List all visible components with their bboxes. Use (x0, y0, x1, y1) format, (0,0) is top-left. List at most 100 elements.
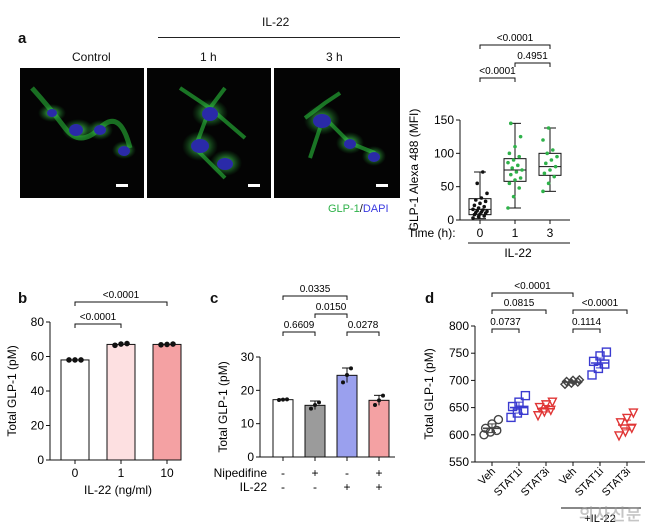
b-y-tick-label: 20 (31, 419, 45, 433)
a-data-point (518, 176, 523, 180)
b-x-tick-label: 1 (118, 466, 125, 480)
chart-b-bar: 0 20 40 60 80 Total GLP-1 (pM) 0 1 10 IL-22 (ng/m… (5, 290, 182, 497)
c-y-label: Total GLP-1 (pM) (216, 361, 230, 452)
panel-letter-d: d (425, 290, 435, 307)
d-data-point (621, 413, 633, 425)
a-data-point (549, 158, 554, 162)
b-data-point (66, 357, 72, 363)
a-x-label: Time (h): (408, 226, 456, 240)
a-y-tick-label: 100 (434, 146, 454, 160)
a-data-point (475, 181, 479, 186)
c-p-value: 0.0278 (348, 320, 379, 331)
d-comparison-bracket (572, 328, 601, 333)
a-data-point (541, 138, 545, 142)
a-data-point (511, 158, 516, 162)
c-row-label: IL-22 (240, 480, 268, 494)
micrograph-legend: GLP-1/DAPI (328, 203, 389, 215)
d-data-point (587, 370, 597, 380)
a-data-point (506, 160, 510, 165)
a-group-label: IL-22 (504, 246, 532, 260)
d-data-point (519, 405, 529, 416)
a-data-point (552, 174, 556, 179)
c-data-point (377, 398, 381, 403)
d-data-point (492, 425, 502, 436)
b-y-tick-label: 40 (31, 384, 45, 398)
b-y-tick-label: 80 (31, 315, 45, 329)
d-p-value: <0.0001 (514, 282, 551, 292)
c-data-point (281, 397, 285, 402)
a-data-point (511, 194, 516, 199)
a-x-tick-label: 0 (477, 226, 484, 240)
c-condition-sign: + (311, 466, 318, 480)
d-data-point (493, 414, 504, 425)
c-comparison-bracket (314, 313, 348, 318)
a-data-point (520, 168, 524, 172)
c-condition-sign: - (281, 480, 285, 494)
c-data-point (381, 393, 385, 398)
c-condition-sign: + (343, 480, 350, 494)
a-data-point (509, 121, 513, 126)
a-data-point (481, 170, 485, 174)
c-y-tick-label: 20 (241, 383, 255, 397)
a-data-point (541, 189, 545, 194)
a-data-point (475, 208, 479, 213)
a-data-point (545, 151, 549, 156)
b-data-point (124, 340, 130, 347)
a-data-point (482, 214, 486, 218)
a-y-tick-label: 150 (434, 113, 454, 127)
b-data-point (164, 341, 170, 348)
micrograph-3h (274, 68, 400, 198)
c-condition-sign: - (345, 466, 349, 480)
watermark-logo: 의사신문 (579, 507, 642, 524)
d-x-tick-label: Veh (476, 466, 498, 488)
a-p-value: <0.0001 (479, 66, 516, 77)
d-data-point (588, 356, 599, 367)
a-y-label: GLP-1 Alexa 488 (MFI) (407, 109, 421, 232)
d-x-tick-label: STAT3i (519, 466, 552, 499)
a-data-point (516, 163, 520, 168)
chart-a-boxplot: 0 50 100 150 GLP-1 Alexa 488 (MFI) 0 1 3 Time (h… (407, 33, 570, 260)
a-data-point (471, 216, 475, 220)
a-data-point (510, 166, 514, 170)
a-data-point (476, 206, 481, 210)
d-p-value: <0.0001 (582, 298, 619, 309)
micrograph-group-label: IL-22 (262, 15, 290, 29)
b-bar (60, 359, 90, 461)
c-data-point (373, 403, 377, 407)
c-bar (368, 399, 390, 458)
d-data-point (534, 402, 545, 414)
c-p-value: 0.0150 (316, 302, 347, 313)
a-data-point (506, 206, 510, 210)
d-data-point (600, 359, 610, 369)
b-p-value: <0.0001 (80, 312, 117, 323)
b-x-label: IL-22 (ng/ml) (84, 483, 152, 497)
a-data-point (553, 164, 558, 169)
c-y-tick-label: 10 (241, 417, 255, 431)
micrograph-control (20, 68, 144, 198)
c-data-point (341, 380, 345, 385)
c-data-point (345, 373, 349, 377)
d-x-tick-label: STAT1i (492, 466, 525, 499)
a-data-point (555, 154, 559, 159)
c-condition-sign: - (313, 480, 317, 494)
d-data-point (615, 418, 626, 429)
b-data-point (170, 341, 176, 347)
a-data-point (479, 196, 484, 200)
a-data-point (481, 208, 485, 212)
d-data-point (520, 390, 531, 401)
d-data-point (620, 427, 631, 438)
a-x-tick-label: 3 (547, 226, 554, 240)
d-p-value: 0.0815 (504, 298, 535, 309)
a-data-point (478, 201, 482, 206)
d-comparison-bracket (491, 309, 547, 314)
c-data-point (317, 400, 321, 405)
a-data-point (546, 181, 551, 186)
a-p-value: 0.4951 (517, 51, 548, 62)
d-y-label: Total GLP-1 (pM) (422, 348, 436, 439)
d-y-tick-label: 550 (449, 455, 469, 469)
c-comparison-bracket (282, 331, 316, 336)
a-data-point (507, 151, 512, 156)
d-x-tick-label: STAT3i (600, 466, 633, 499)
